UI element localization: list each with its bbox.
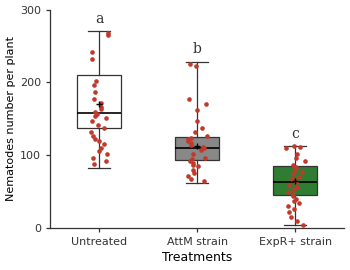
Point xyxy=(296,175,302,179)
Text: a: a xyxy=(95,12,103,26)
Point xyxy=(104,116,109,120)
Point xyxy=(293,165,299,169)
PathPatch shape xyxy=(175,137,219,160)
X-axis label: Treatments: Treatments xyxy=(162,251,232,264)
Point xyxy=(203,155,208,160)
Point xyxy=(185,137,191,141)
Point xyxy=(201,179,207,183)
Point xyxy=(105,33,111,37)
Point xyxy=(300,222,306,227)
Point xyxy=(104,159,109,163)
Point xyxy=(292,168,298,172)
Point xyxy=(299,170,305,174)
Point xyxy=(195,164,201,168)
Point xyxy=(291,206,296,211)
Point xyxy=(102,141,107,146)
Point xyxy=(91,162,96,166)
Point xyxy=(188,177,194,181)
Text: b: b xyxy=(193,42,202,56)
Point xyxy=(302,159,308,163)
Point xyxy=(195,108,200,112)
Point xyxy=(202,146,207,150)
Point xyxy=(187,159,192,163)
Point xyxy=(186,174,191,178)
Point xyxy=(92,90,98,94)
Point xyxy=(290,194,295,198)
Point xyxy=(96,149,101,153)
Point xyxy=(90,133,96,138)
Point xyxy=(190,163,196,167)
Point xyxy=(286,182,292,187)
Point xyxy=(92,97,97,101)
Point xyxy=(203,102,209,106)
Point xyxy=(98,146,104,150)
Point xyxy=(95,123,100,127)
Point xyxy=(199,148,204,152)
Point xyxy=(101,126,106,130)
Point xyxy=(188,141,194,145)
Point xyxy=(290,163,296,167)
Point xyxy=(98,104,103,109)
Point xyxy=(291,199,297,203)
Point xyxy=(289,177,295,181)
Point xyxy=(297,144,302,149)
Point xyxy=(294,184,300,189)
Point xyxy=(192,171,197,175)
PathPatch shape xyxy=(77,75,121,128)
Point xyxy=(189,157,195,161)
Point xyxy=(97,139,102,143)
PathPatch shape xyxy=(273,166,317,195)
Point xyxy=(286,210,292,214)
Point xyxy=(199,126,205,130)
Point xyxy=(91,82,97,87)
Point xyxy=(194,63,199,68)
Point xyxy=(204,133,210,138)
Point xyxy=(94,112,100,116)
Point xyxy=(187,97,192,101)
Point xyxy=(293,180,299,184)
Point xyxy=(284,146,289,150)
Point xyxy=(192,130,197,134)
Point xyxy=(89,57,95,61)
Point xyxy=(294,152,299,156)
Point xyxy=(285,204,290,208)
Point xyxy=(99,107,104,112)
Point xyxy=(187,61,193,66)
Point xyxy=(92,137,98,141)
Point xyxy=(189,143,194,147)
Point xyxy=(294,197,299,201)
Point xyxy=(296,201,302,206)
Y-axis label: Nematodes number per plant: Nematodes number per plant xyxy=(6,36,15,201)
Point xyxy=(293,155,299,160)
Point xyxy=(190,160,196,165)
Point xyxy=(104,152,110,156)
Point xyxy=(188,136,194,140)
Point xyxy=(285,190,290,194)
Point xyxy=(290,192,296,196)
Point xyxy=(292,187,297,191)
Point xyxy=(291,144,296,148)
Point xyxy=(92,114,97,118)
Point xyxy=(90,155,96,160)
Point xyxy=(90,50,95,54)
Point xyxy=(88,130,93,134)
Point xyxy=(288,214,294,219)
Point xyxy=(294,219,300,223)
Point xyxy=(194,119,199,123)
Point xyxy=(93,79,98,83)
Point xyxy=(201,144,206,149)
Text: c: c xyxy=(292,127,299,141)
Point xyxy=(186,139,191,143)
Point xyxy=(290,172,295,177)
Point xyxy=(98,101,104,105)
Point xyxy=(105,31,111,35)
Point xyxy=(90,119,95,123)
Point xyxy=(92,109,98,114)
Point xyxy=(190,168,196,172)
Point xyxy=(190,152,195,156)
